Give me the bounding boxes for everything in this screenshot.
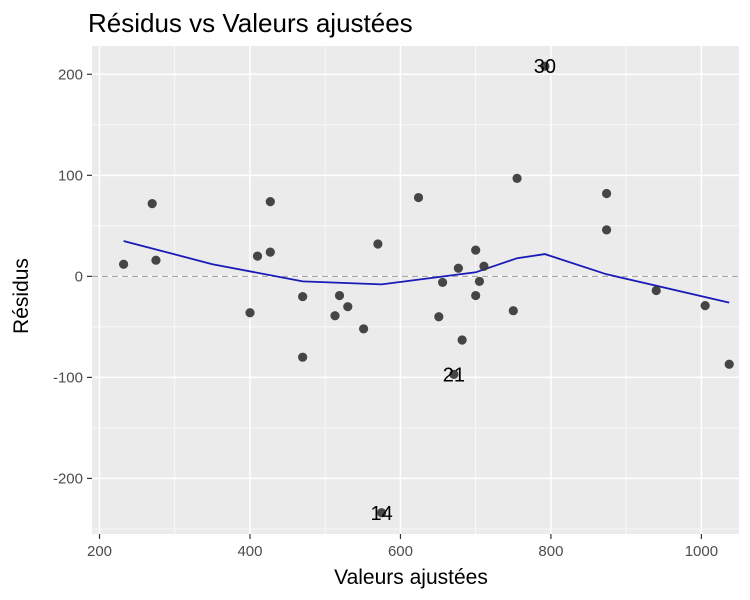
minor-gridlines [92,46,739,534]
y-tick-label: -200 [53,470,83,487]
data-point [474,276,485,287]
x-axis: 200 400 600 800 1000 [87,534,718,560]
data-point [245,308,255,318]
point-label: 21 [443,364,465,386]
data-point [413,192,424,203]
data-point [724,359,734,369]
x-tick-label: 400 [237,543,262,560]
plot-panel [92,46,739,534]
data-point [457,335,467,345]
data-point [373,239,383,249]
data-point [540,61,550,71]
y-tick-label: 0 [75,268,83,285]
data-point [479,261,489,271]
x-tick-label: 1000 [685,543,718,560]
y-tick-label: -100 [53,369,83,386]
data-point [265,247,275,257]
data-point [330,311,340,321]
data-point [434,312,444,322]
data-point [298,291,308,302]
point-label: 14 [371,503,393,525]
data-point [151,255,161,265]
data-point [700,301,710,311]
y-axis: -200 -100 0 100 200 [53,66,92,487]
x-axis-title: Valeurs ajustées [334,566,488,589]
x-tick-label: 800 [538,543,563,560]
data-point [252,251,263,261]
data-point [265,196,275,207]
data-point [508,306,518,316]
data-point [453,263,463,273]
data-point [471,290,481,301]
data-point [298,352,308,362]
x-tick-label: 600 [388,543,413,560]
data-point [343,302,353,312]
data-point [651,285,661,296]
data-point [512,173,522,183]
point-label: 30 [534,56,556,78]
y-tick-label: 100 [58,167,83,184]
y-axis-title: Résidus [10,258,33,334]
outlier-labels: 30 21 14 [371,56,557,525]
data-point [334,290,345,301]
chart-title: Résidus vs Valeurs ajustées [88,8,413,38]
x-tick-label: 200 [87,543,112,560]
data-point [118,259,129,269]
data-point [377,508,387,518]
data-point [601,225,612,235]
data-point [358,324,369,334]
smooth-trend-line [123,240,730,304]
data-point [437,277,448,288]
data-point [601,188,612,199]
residual-points [118,61,734,518]
data-point [449,369,459,379]
data-point [147,199,157,209]
y-tick-label: 200 [58,66,83,83]
data-point [471,245,481,255]
